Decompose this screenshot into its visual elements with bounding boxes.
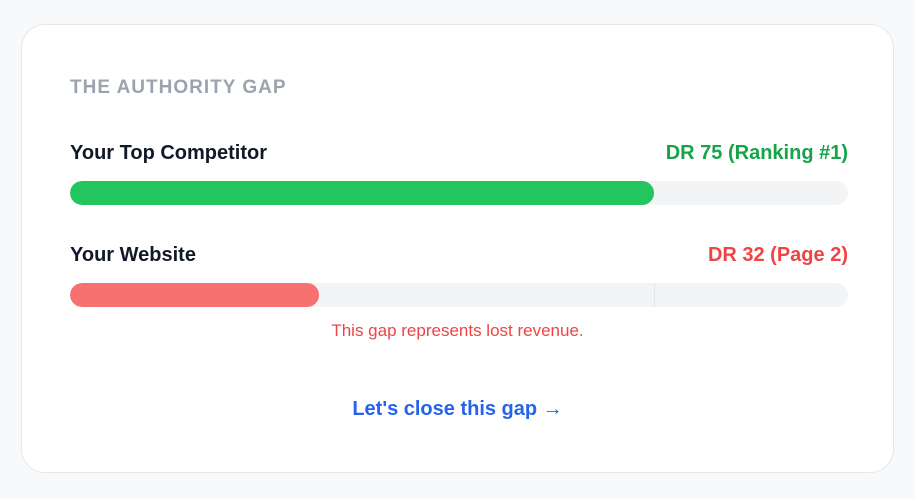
gap-note: This gap represents lost revenue. bbox=[331, 321, 584, 340]
website-progress-bar bbox=[70, 283, 848, 307]
website-progress-fill bbox=[70, 283, 319, 307]
close-gap-link[interactable]: Let's close this gap → bbox=[352, 398, 563, 420]
competitor-level-marker bbox=[653, 283, 655, 307]
competitor-row: Your Top Competitor DR 75 (Ranking #1) bbox=[70, 142, 848, 165]
competitor-label: Your Top Competitor bbox=[70, 142, 268, 164]
website-value: DR 32 (Page 2) bbox=[707, 244, 848, 266]
card-title: THE AUTHORITY GAP bbox=[70, 77, 287, 98]
competitor-value: DR 75 (Ranking #1) bbox=[665, 142, 848, 164]
website-row: Your Website DR 32 (Page 2) bbox=[70, 244, 848, 267]
authority-gap-card: THE AUTHORITY GAP Your Top Competitor DR… bbox=[21, 24, 894, 473]
competitor-progress-fill bbox=[70, 181, 654, 205]
competitor-progress-bar bbox=[70, 181, 848, 205]
website-label: Your Website bbox=[70, 244, 196, 266]
